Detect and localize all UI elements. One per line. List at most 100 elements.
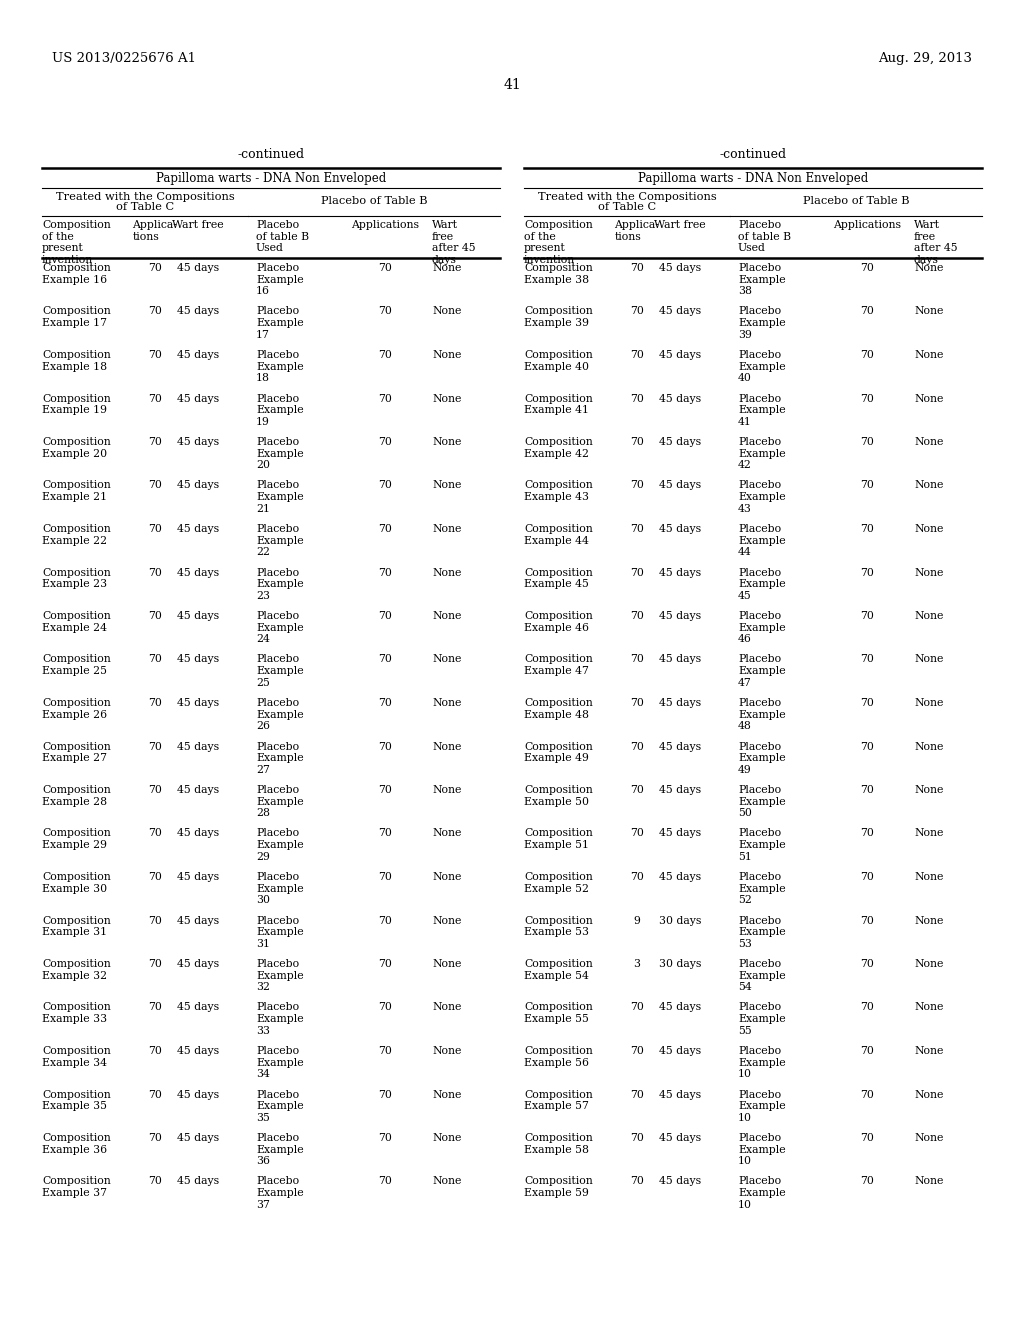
Text: Composition
Example 17: Composition Example 17 [42,306,111,329]
Text: 70: 70 [378,437,392,447]
Text: 70: 70 [630,742,644,751]
Text: Composition
of the
present
invention: Composition of the present invention [524,220,593,265]
Text: 45 days: 45 days [658,698,701,708]
Text: Placebo
Example
51: Placebo Example 51 [738,829,785,862]
Text: Placebo
Example
42: Placebo Example 42 [738,437,785,470]
Text: 70: 70 [148,1089,162,1100]
Text: Composition
Example 50: Composition Example 50 [524,785,593,807]
Text: Composition
Example 38: Composition Example 38 [524,263,593,285]
Text: Composition
Example 54: Composition Example 54 [524,960,593,981]
Text: 70: 70 [378,306,392,317]
Text: Composition
of the
present
invention: Composition of the present invention [42,220,111,265]
Text: None: None [914,393,943,404]
Text: 70: 70 [148,655,162,664]
Text: Composition
Example 49: Composition Example 49 [524,742,593,763]
Text: Placebo
Example
22: Placebo Example 22 [256,524,304,557]
Text: Placebo
Example
21: Placebo Example 21 [256,480,304,513]
Text: None: None [432,568,462,578]
Text: Composition
Example 23: Composition Example 23 [42,568,111,589]
Text: 30 days: 30 days [658,916,701,925]
Text: 70: 70 [860,263,873,273]
Text: 70: 70 [630,393,644,404]
Text: Placebo
Example
19: Placebo Example 19 [256,393,304,426]
Text: Composition
Example 55: Composition Example 55 [524,1002,593,1024]
Text: None: None [432,873,462,882]
Text: 45 days: 45 days [658,437,701,447]
Text: Placebo
Example
40: Placebo Example 40 [738,350,785,383]
Text: Treated with the Compositions: Treated with the Compositions [55,191,234,202]
Text: 45 days: 45 days [658,263,701,273]
Text: None: None [432,306,462,317]
Text: -continued: -continued [720,148,786,161]
Text: 45 days: 45 days [658,1133,701,1143]
Text: None: None [914,480,943,491]
Text: None: None [914,306,943,317]
Text: Composition
Example 41: Composition Example 41 [524,393,593,414]
Text: None: None [914,1002,943,1012]
Text: 45 days: 45 days [658,655,701,664]
Text: Composition
Example 39: Composition Example 39 [524,306,593,329]
Text: Placebo
Example
41: Placebo Example 41 [738,393,785,426]
Text: 70: 70 [860,916,873,925]
Text: 45 days: 45 days [658,1089,701,1100]
Text: 70: 70 [378,1045,392,1056]
Text: 70: 70 [860,1045,873,1056]
Text: Placebo
Example
52: Placebo Example 52 [738,873,785,906]
Text: Placebo
Example
10: Placebo Example 10 [738,1045,785,1080]
Text: Applications: Applications [833,220,901,230]
Text: 70: 70 [630,698,644,708]
Text: None: None [914,698,943,708]
Text: 70: 70 [630,611,644,620]
Text: Placebo
Example
31: Placebo Example 31 [256,916,304,949]
Text: 45 days: 45 days [177,1176,219,1187]
Text: Composition
Example 34: Composition Example 34 [42,1045,111,1068]
Text: Placebo
Example
37: Placebo Example 37 [256,1176,304,1209]
Text: 45 days: 45 days [658,873,701,882]
Text: None: None [432,655,462,664]
Text: US 2013/0225676 A1: US 2013/0225676 A1 [52,51,196,65]
Text: 45 days: 45 days [177,1089,219,1100]
Text: 70: 70 [378,916,392,925]
Text: Treated with the Compositions: Treated with the Compositions [538,191,717,202]
Text: 70: 70 [630,350,644,360]
Text: 70: 70 [148,306,162,317]
Text: 70: 70 [860,350,873,360]
Text: Composition
Example 21: Composition Example 21 [42,480,111,502]
Text: None: None [914,1176,943,1187]
Text: None: None [914,742,943,751]
Text: 45 days: 45 days [177,480,219,491]
Text: 70: 70 [860,785,873,795]
Text: 70: 70 [148,263,162,273]
Text: Papilloma warts - DNA Non Enveloped: Papilloma warts - DNA Non Enveloped [638,172,868,185]
Text: Applica-
tions: Applica- tions [132,220,177,242]
Text: 70: 70 [630,263,644,273]
Text: 70: 70 [148,1045,162,1056]
Text: Composition
Example 37: Composition Example 37 [42,1176,111,1199]
Text: None: None [914,873,943,882]
Text: 70: 70 [630,524,644,535]
Text: Composition
Example 40: Composition Example 40 [524,350,593,372]
Text: 45 days: 45 days [177,263,219,273]
Text: 45 days: 45 days [658,480,701,491]
Text: Placebo
of table B
Used: Placebo of table B Used [256,220,309,253]
Text: Placebo
Example
38: Placebo Example 38 [738,263,785,296]
Text: None: None [914,1045,943,1056]
Text: Placebo
Example
36: Placebo Example 36 [256,1133,304,1166]
Text: 70: 70 [630,568,644,578]
Text: 45 days: 45 days [177,524,219,535]
Text: None: None [432,1089,462,1100]
Text: 70: 70 [148,1133,162,1143]
Text: 70: 70 [378,742,392,751]
Text: 70: 70 [378,960,392,969]
Text: 45 days: 45 days [658,524,701,535]
Text: 70: 70 [630,1176,644,1187]
Text: 45 days: 45 days [177,1045,219,1056]
Text: None: None [914,916,943,925]
Text: None: None [914,611,943,620]
Text: Composition
Example 32: Composition Example 32 [42,960,111,981]
Text: Composition
Example 19: Composition Example 19 [42,393,111,414]
Text: Composition
Example 42: Composition Example 42 [524,437,593,458]
Text: 70: 70 [148,916,162,925]
Text: 70: 70 [148,960,162,969]
Text: 41: 41 [503,78,521,92]
